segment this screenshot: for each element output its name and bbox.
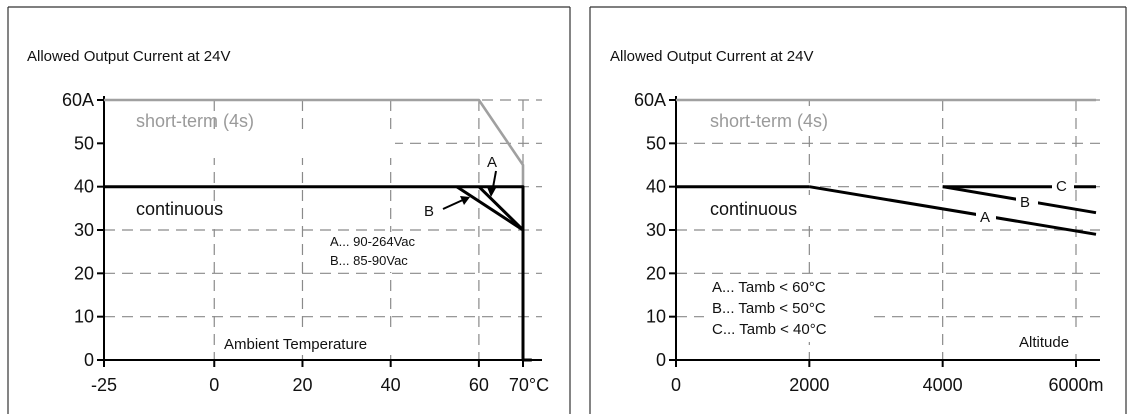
y-tick-label: 50 bbox=[646, 133, 666, 153]
notes-bg bbox=[704, 276, 872, 342]
y-tick-label: 0 bbox=[84, 350, 94, 370]
chart-title: Allowed Output Current at 24V bbox=[610, 48, 813, 65]
note-c: C... Tamb < 40°C bbox=[712, 321, 827, 338]
x-tick-label: 2000 bbox=[789, 375, 829, 395]
y-tick-label: 20 bbox=[74, 263, 94, 283]
y-tick-label: 60A bbox=[634, 90, 666, 110]
y-tick-label: 60A bbox=[62, 90, 94, 110]
y-tick-label: 40 bbox=[646, 177, 666, 197]
label-mask bbox=[95, 203, 255, 229]
series-line-a bbox=[477, 185, 525, 232]
y-tick-label: 30 bbox=[646, 220, 666, 240]
series-lines bbox=[104, 98, 532, 362]
label-mask bbox=[700, 106, 870, 132]
label-bg-b bbox=[1016, 193, 1038, 210]
arrow-b bbox=[442, 196, 470, 210]
y-tick-label: 0 bbox=[656, 350, 666, 370]
y-tick-labels: 60A 50 40 30 20 10 0 bbox=[634, 90, 666, 370]
label-mask bbox=[1012, 332, 1096, 354]
arrow-a bbox=[487, 170, 497, 197]
series-label-short-term: short-term (4s) bbox=[710, 111, 828, 131]
label-mask bbox=[105, 136, 395, 158]
series-label-continuous: continuous bbox=[710, 199, 797, 219]
note-a: A... 90-264Vac bbox=[330, 234, 416, 249]
altitude-derating-chart: Allowed Output Current at 24V 60A 50 40 30 2… bbox=[610, 48, 1104, 395]
y-tick-label: 20 bbox=[646, 263, 666, 283]
y-tick-labels: 60A 50 40 30 20 10 0 bbox=[62, 90, 94, 370]
x-tick-label: 70°C bbox=[509, 375, 549, 395]
x-tick-label: 6000m bbox=[1048, 375, 1103, 395]
note-a: A... Tamb < 60°C bbox=[712, 279, 826, 296]
x-axis-title: Ambient Temperature bbox=[224, 336, 367, 353]
series-line-continuous bbox=[104, 185, 532, 362]
x-tick-label: 0 bbox=[671, 375, 681, 395]
y-tick-label: 30 bbox=[74, 220, 94, 240]
series-label-continuous: continuous bbox=[136, 199, 223, 219]
series-label-c: C bbox=[1056, 178, 1067, 195]
x-tick-label: 20 bbox=[292, 375, 312, 395]
label-bg-a bbox=[976, 208, 996, 225]
label-mask bbox=[218, 333, 423, 355]
grid bbox=[676, 99, 1100, 360]
temperature-derating-chart: Allowed Output Current at 24V 60A5040302… bbox=[27, 48, 549, 395]
series-label-b: B bbox=[1020, 194, 1030, 211]
x-tick-label: 0 bbox=[209, 375, 219, 395]
note-b: B... Tamb < 50°C bbox=[712, 300, 826, 317]
axes bbox=[669, 96, 1100, 367]
label-mask bbox=[325, 232, 450, 272]
x-tick-label: 4000 bbox=[923, 375, 963, 395]
series-label-a: A bbox=[487, 154, 497, 171]
series-label-a: A bbox=[980, 209, 990, 226]
y-tick-label: 50 bbox=[74, 133, 94, 153]
series-line-a bbox=[809, 185, 1097, 236]
y-tick-label: 10 bbox=[74, 307, 94, 327]
grid bbox=[95, 99, 542, 360]
series-label-short-term: short-term (4s) bbox=[136, 111, 254, 131]
y-tick-label: 40 bbox=[74, 177, 94, 197]
x-axis-title: Altitude bbox=[1019, 334, 1069, 351]
x-tick-label: -25 bbox=[91, 375, 117, 395]
x-tick-label: 60 bbox=[469, 375, 489, 395]
x-tick-labels: -25 0 20 40 60 70°C bbox=[91, 375, 549, 395]
left-panel-frame bbox=[7, 6, 571, 414]
right-panel-frame bbox=[589, 6, 1127, 414]
chart-title: Allowed Output Current at 24V bbox=[27, 48, 230, 65]
x-tick-labels: 0 2000 4000 6000m bbox=[671, 375, 1104, 395]
x-tick-label: 40 bbox=[381, 375, 401, 395]
series-line-b bbox=[455, 185, 524, 232]
y-tick-label: 10 bbox=[646, 307, 666, 327]
note-b: B... 85-90Vac bbox=[330, 253, 408, 268]
label-mask bbox=[700, 195, 830, 221]
label-bg-c bbox=[1052, 177, 1074, 195]
series-label-b: B bbox=[424, 203, 434, 220]
